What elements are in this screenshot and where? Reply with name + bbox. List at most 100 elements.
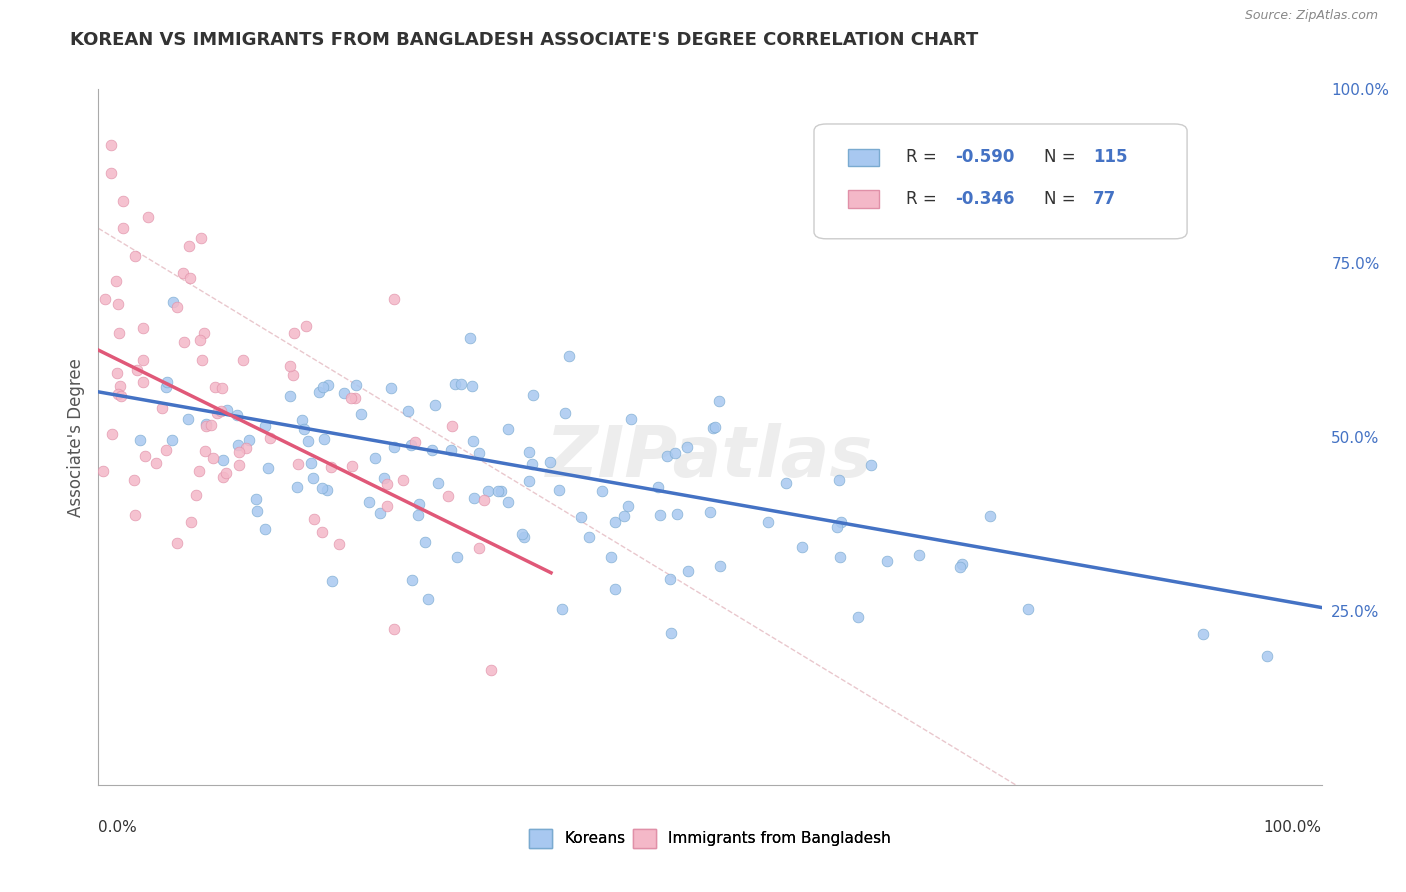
Point	[461, 434, 484, 448]
Point	[124, 249, 146, 263]
Point	[382, 440, 405, 454]
Point	[364, 451, 387, 466]
Text: -0.346: -0.346	[955, 190, 1014, 208]
Point	[134, 449, 156, 463]
Point	[225, 409, 247, 423]
Point	[212, 453, 235, 467]
Point	[299, 456, 322, 470]
Point	[408, 508, 430, 522]
Point	[321, 574, 343, 589]
Point	[657, 450, 679, 464]
Point	[228, 445, 250, 459]
Point	[613, 508, 636, 523]
Text: 77: 77	[1092, 190, 1116, 208]
Point	[228, 458, 250, 473]
Point	[427, 476, 450, 491]
Point	[319, 459, 342, 474]
Point	[512, 527, 534, 541]
Point	[190, 353, 212, 368]
Point	[155, 442, 177, 457]
Text: R =: R =	[905, 190, 942, 208]
Point	[415, 535, 437, 549]
Point	[111, 221, 134, 235]
Point	[253, 522, 276, 536]
Point	[226, 438, 249, 452]
Point	[460, 379, 482, 393]
Point	[173, 335, 195, 350]
Point	[145, 457, 167, 471]
Point	[190, 230, 212, 244]
Point	[105, 366, 128, 380]
Point	[204, 379, 226, 393]
Text: Source: ZipAtlas.com: Source: ZipAtlas.com	[1244, 9, 1378, 22]
Point	[211, 381, 233, 395]
Point	[110, 389, 132, 403]
Point	[257, 460, 280, 475]
Point	[100, 137, 122, 152]
Point	[194, 419, 217, 434]
Point	[308, 384, 330, 399]
Point	[520, 458, 543, 472]
Point	[339, 391, 361, 405]
Point	[486, 484, 509, 499]
Point	[302, 471, 325, 485]
Point	[332, 386, 354, 401]
Point	[132, 352, 155, 367]
Point	[436, 489, 458, 503]
Point	[444, 377, 467, 392]
Point	[1017, 601, 1039, 615]
Point	[709, 558, 731, 573]
Point	[259, 431, 281, 445]
Point	[408, 497, 430, 511]
Point	[291, 413, 314, 427]
Point	[94, 292, 117, 306]
Point	[111, 194, 134, 208]
Point	[380, 381, 402, 395]
Point	[664, 445, 686, 459]
Point	[647, 480, 669, 494]
Point	[328, 537, 350, 551]
Point	[101, 427, 124, 442]
Point	[440, 418, 463, 433]
Point	[235, 441, 257, 455]
Point	[558, 349, 581, 363]
Point	[382, 622, 405, 636]
Point	[382, 293, 405, 307]
Point	[538, 455, 561, 469]
Text: ZIPatlas: ZIPatlas	[547, 424, 873, 492]
Point	[422, 442, 444, 457]
Text: 115: 115	[1092, 148, 1128, 167]
Point	[450, 376, 472, 391]
Point	[312, 432, 335, 446]
Point	[513, 530, 536, 544]
Point	[617, 499, 640, 513]
Point	[399, 438, 422, 452]
Point	[425, 398, 447, 412]
Point	[344, 378, 367, 392]
Point	[603, 516, 626, 530]
Point	[110, 379, 132, 393]
Point	[479, 664, 502, 678]
Point	[860, 458, 883, 473]
FancyBboxPatch shape	[814, 124, 1187, 239]
Point	[472, 492, 495, 507]
Point	[129, 434, 152, 448]
Point	[193, 326, 215, 340]
Point	[578, 530, 600, 544]
Point	[373, 471, 395, 485]
Point	[186, 488, 208, 502]
Text: R =: R =	[905, 148, 942, 167]
Point	[93, 464, 115, 478]
Point	[359, 495, 381, 509]
Point	[132, 375, 155, 389]
Point	[1192, 627, 1215, 641]
Point	[704, 419, 727, 434]
Point	[311, 482, 333, 496]
Point	[699, 505, 721, 519]
Text: 100.0%: 100.0%	[1264, 820, 1322, 835]
Point	[316, 483, 339, 497]
Point	[775, 476, 797, 491]
Point	[179, 271, 201, 285]
Point	[188, 334, 211, 348]
Point	[477, 483, 499, 498]
